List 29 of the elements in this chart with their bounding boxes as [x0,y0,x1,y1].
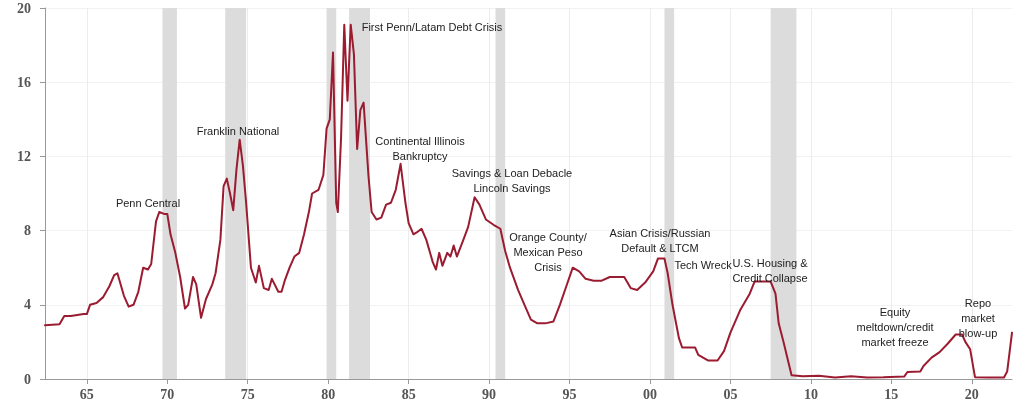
x-tick-label: 10 [803,386,818,402]
annotation: Equity meltdown/credit market freeze [856,306,934,348]
x-tick-label: 75 [240,386,255,402]
annotation: First Penn/Latam Debt Crisis [361,21,503,33]
x-tick-label: 80 [321,386,336,402]
annotation: Savings & Loan Debacle Lincoln Savings [451,166,573,194]
x-tick-label: 95 [562,386,577,402]
y-tick-label: 16 [17,74,31,90]
y-tick-label: 12 [17,148,31,164]
x-tick-label: 05 [723,386,738,402]
x-tick-label: 15 [884,386,899,402]
x-tick-label: 65 [79,386,94,402]
annotation: Franklin National [196,125,280,137]
y-tick-label: 4 [24,297,31,313]
annotation: U.S. Housing & Credit Collapse [732,256,809,284]
annotation: Repo market blow-up [958,297,998,339]
y-tick-label: 8 [24,223,31,239]
annotation: Orange County/ Mexican Peso Crisis [509,231,588,273]
annotation: Continental Illinois Bankruptcy [375,134,466,162]
x-tick-label: 70 [160,386,175,402]
y-tick-label: 0 [24,371,31,387]
x-tick-label: 00 [642,386,657,402]
x-tick-label: 85 [401,386,416,402]
y-tick-label: 20 [17,0,31,16]
annotation: Penn Central [115,197,181,209]
x-tick-label: 20 [964,386,979,402]
annotation: Tech Wreck [674,259,733,271]
annotation: Asian Crisis/Russian Default & LTCM [609,226,711,254]
x-tick-label: 90 [482,386,497,402]
